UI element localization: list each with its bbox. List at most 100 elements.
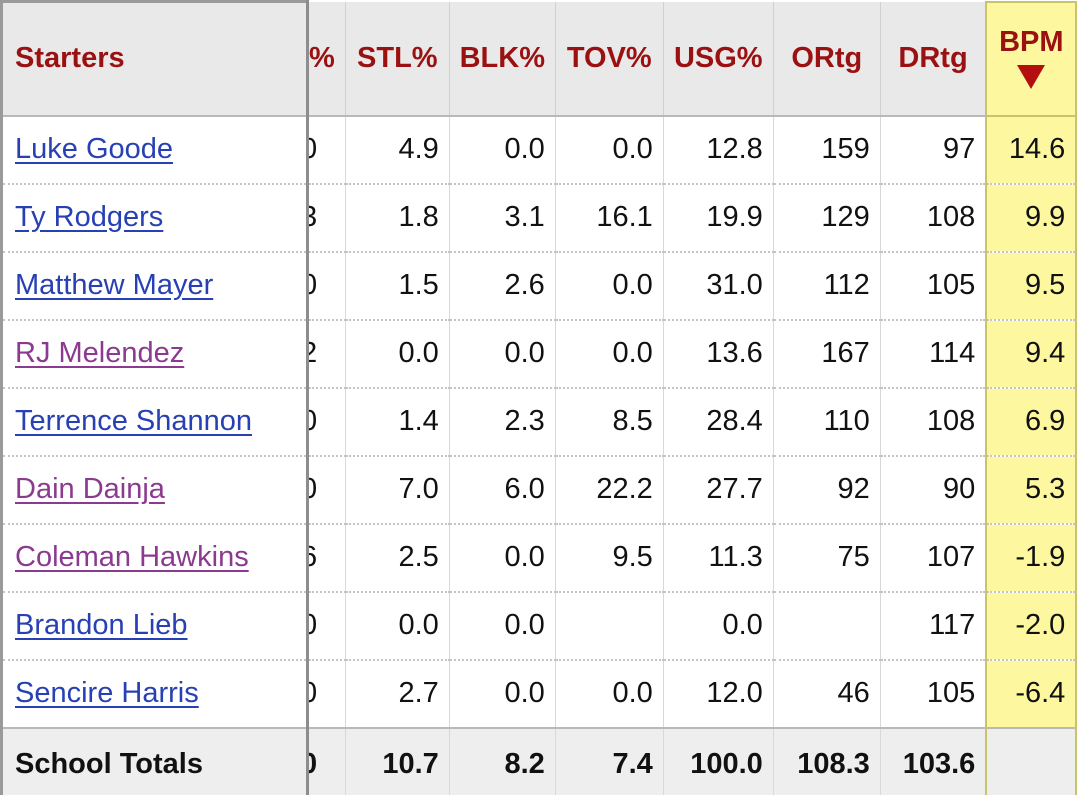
bpm-cell: 9.4 — [985, 319, 1078, 389]
ortg-cell: 75 — [773, 523, 881, 593]
blk-cell: 0.0 — [449, 319, 556, 389]
blk-cell: 0.0 — [449, 659, 556, 729]
bpm-cell: -6.4 — [985, 659, 1078, 729]
column-header-blk[interactable]: BLK% — [449, 1, 556, 117]
tov-cell: 22.2 — [555, 455, 664, 525]
usg-cell: 13.6 — [663, 319, 774, 389]
table-header: Starters % STL% BLK% TOV% USG% ORtg DRtg… — [0, 0, 1078, 117]
totals-blk-cell: 8.2 — [449, 726, 556, 795]
player-link[interactable]: Terrence Shannon — [15, 405, 252, 437]
partial-cell: 0 — [307, 251, 346, 321]
column-header-bpm-label: BPM — [999, 25, 1064, 58]
bpm-cell: 9.9 — [985, 183, 1078, 253]
bpm-cell: -2.0 — [985, 591, 1078, 661]
tov-cell: 0.0 — [555, 659, 664, 729]
stl-cell: 2.7 — [345, 659, 450, 729]
drtg-cell: 108 — [880, 183, 987, 253]
partial-cell: 0 — [307, 387, 346, 457]
tov-cell: 0.0 — [555, 319, 664, 389]
drtg-cell: 105 — [880, 251, 987, 321]
player-link[interactable]: Sencire Harris — [15, 677, 199, 709]
player-link[interactable]: Matthew Mayer — [15, 269, 214, 301]
usg-cell: 27.7 — [663, 455, 774, 525]
partial-cell: 3 — [307, 183, 346, 253]
stl-cell: 2.5 — [345, 523, 450, 593]
partial-cell: 0 — [307, 591, 346, 661]
ortg-cell: 46 — [773, 659, 881, 729]
ortg-cell: 110 — [773, 387, 881, 457]
column-header-starters[interactable]: Starters — [0, 0, 309, 117]
player-name-cell: Coleman Hawkins — [0, 523, 309, 593]
column-header-drtg[interactable]: DRtg — [880, 1, 987, 117]
usg-cell: 19.9 — [663, 183, 774, 253]
drtg-cell: 90 — [880, 455, 987, 525]
player-name-cell: Luke Goode — [0, 115, 309, 185]
blk-cell: 2.3 — [449, 387, 556, 457]
player-name-cell: Sencire Harris — [0, 659, 309, 729]
stl-cell: 7.0 — [345, 455, 450, 525]
player-link[interactable]: Dain Dainja — [15, 473, 165, 505]
totals-usg-cell: 100.0 — [663, 726, 774, 795]
totals-bpm-cell — [985, 726, 1078, 795]
player-link[interactable]: Brandon Lieb — [15, 609, 188, 641]
column-header-partial[interactable]: % — [307, 1, 346, 117]
bpm-cell: 9.5 — [985, 251, 1078, 321]
usg-cell: 28.4 — [663, 387, 774, 457]
column-header-tov[interactable]: TOV% — [555, 1, 664, 117]
tov-cell: 0.0 — [555, 251, 664, 321]
player-link[interactable]: Luke Goode — [15, 133, 174, 165]
player-name-cell: Terrence Shannon — [0, 387, 309, 457]
player-name-cell: Ty Rodgers — [0, 183, 309, 253]
tov-cell: 0.0 — [555, 115, 664, 185]
usg-cell: 31.0 — [663, 251, 774, 321]
usg-cell: 0.0 — [663, 591, 774, 661]
blk-cell: 6.0 — [449, 455, 556, 525]
drtg-cell: 114 — [880, 319, 987, 389]
player-name-cell: Matthew Mayer — [0, 251, 309, 321]
ortg-cell: 92 — [773, 455, 881, 525]
usg-cell: 12.0 — [663, 659, 774, 729]
bpm-cell: 14.6 — [985, 115, 1078, 185]
drtg-cell: 97 — [880, 115, 987, 185]
bpm-cell: -1.9 — [985, 523, 1078, 593]
usg-cell: 12.8 — [663, 115, 774, 185]
player-name-cell: Brandon Lieb — [0, 591, 309, 661]
blk-cell: 0.0 — [449, 115, 556, 185]
player-link[interactable]: RJ Melendez — [15, 337, 185, 369]
player-link[interactable]: Coleman Hawkins — [15, 541, 249, 573]
ortg-cell: 112 — [773, 251, 881, 321]
stl-cell: 1.5 — [345, 251, 450, 321]
bpm-cell: 5.3 — [985, 455, 1078, 525]
ortg-cell: 129 — [773, 183, 881, 253]
stl-cell: 1.8 — [345, 183, 450, 253]
column-header-bpm[interactable]: BPM — [985, 0, 1078, 117]
drtg-cell: 117 — [880, 591, 987, 661]
player-link[interactable]: Ty Rodgers — [15, 201, 164, 233]
ortg-cell: 167 — [773, 319, 881, 389]
column-header-stl[interactable]: STL% — [345, 1, 450, 117]
totals-tov-cell: 7.4 — [555, 726, 664, 795]
bpm-cell: 6.9 — [985, 387, 1078, 457]
usg-cell: 11.3 — [663, 523, 774, 593]
tov-cell: 8.5 — [555, 387, 664, 457]
tov-cell: 9.5 — [555, 523, 664, 593]
tov-cell — [555, 591, 664, 661]
column-header-usg[interactable]: USG% — [663, 1, 774, 117]
player-name-cell: Dain Dainja — [0, 455, 309, 525]
stl-cell: 1.4 — [345, 387, 450, 457]
tov-cell: 16.1 — [555, 183, 664, 253]
partial-cell: 0 — [307, 455, 346, 525]
column-header-ortg[interactable]: ORtg — [773, 1, 881, 117]
